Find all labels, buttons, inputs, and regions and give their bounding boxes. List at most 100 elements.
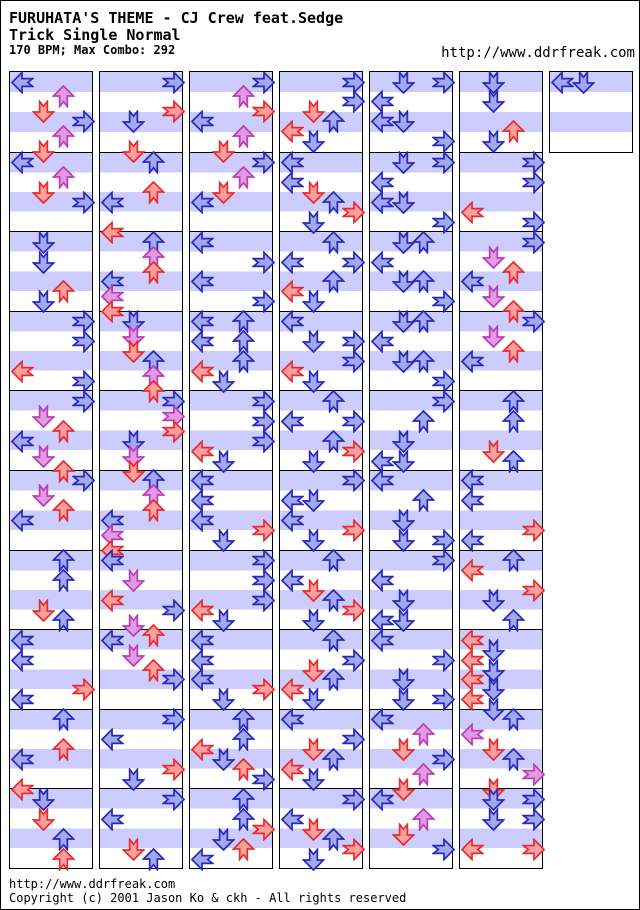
measure xyxy=(190,389,275,473)
step-arrow-left-icon xyxy=(460,628,484,652)
step-arrow-down-icon xyxy=(481,638,505,662)
step-arrow-right-icon xyxy=(521,807,545,831)
step-arrow-left-icon xyxy=(460,529,484,553)
step-arrow-left-icon xyxy=(370,787,394,811)
measure xyxy=(10,549,92,632)
measure xyxy=(280,389,365,473)
measure xyxy=(370,469,455,553)
step-arrow-down-icon xyxy=(211,140,235,164)
measure xyxy=(100,230,182,324)
step-arrow-left-icon xyxy=(190,469,214,493)
step-arrow-down-icon xyxy=(31,230,55,254)
step-arrow-right-icon xyxy=(251,100,275,124)
step-arrow-down-icon xyxy=(121,837,145,861)
step-arrow-down-icon xyxy=(211,529,235,553)
step-arrow-down-icon xyxy=(121,767,145,791)
step-arrow-down-icon xyxy=(121,613,145,637)
step-arrow-left-icon xyxy=(280,678,304,702)
measure xyxy=(280,787,365,871)
step-arrow-right-icon xyxy=(71,330,95,354)
step-arrow-up-icon xyxy=(321,110,345,134)
measure xyxy=(280,469,365,553)
step-arrow-left-icon xyxy=(190,439,214,463)
step-arrow-left-icon xyxy=(460,489,484,513)
step-arrow-left-icon xyxy=(370,250,394,274)
step-arrow-left-icon xyxy=(190,738,214,762)
step-arrow-down-icon xyxy=(481,698,505,722)
measure xyxy=(460,469,545,553)
step-arrow-down-icon xyxy=(301,688,325,712)
step-arrow-up-icon xyxy=(231,728,255,752)
step-arrow-up-icon xyxy=(51,499,75,523)
step-arrow-down-icon xyxy=(391,190,415,214)
step-arrow-down-icon xyxy=(301,130,325,154)
step-arrow-left-icon xyxy=(100,549,124,573)
step-arrow-right-icon xyxy=(161,758,185,781)
chart-column-4 xyxy=(279,70,365,871)
step-arrow-down-icon xyxy=(211,180,235,204)
step-arrow-down-icon xyxy=(391,738,415,762)
step-arrow-down-icon xyxy=(31,404,55,428)
step-arrow-down-icon xyxy=(121,340,145,364)
step-arrow-right-icon xyxy=(341,728,365,752)
step-arrow-up-icon xyxy=(501,300,525,324)
measure xyxy=(460,70,542,154)
measure xyxy=(10,310,95,393)
step-arrow-down-icon xyxy=(301,100,325,124)
step-arrow-down-icon xyxy=(301,738,325,762)
step-arrow-left-icon xyxy=(370,628,394,652)
measure xyxy=(100,787,185,871)
measure xyxy=(190,549,275,632)
step-arrow-down-icon xyxy=(301,449,325,473)
step-arrow-left-icon xyxy=(190,489,214,513)
step-arrow-down-icon xyxy=(121,325,145,349)
step-arrow-up-icon xyxy=(51,608,75,632)
chart-column-7 xyxy=(549,70,633,153)
step-arrow-right-icon xyxy=(161,419,185,443)
step-arrow-up-icon xyxy=(321,588,345,612)
step-arrow-up-icon xyxy=(321,549,345,573)
measure xyxy=(280,151,365,234)
measure xyxy=(460,787,545,868)
step-arrow-up-icon xyxy=(141,658,165,682)
step-arrow-down-icon xyxy=(391,110,415,134)
step-arrow-left-icon xyxy=(280,250,304,274)
step-arrow-down-icon xyxy=(481,807,505,831)
step-arrow-right-icon xyxy=(521,151,545,175)
step-arrow-down-icon xyxy=(481,245,505,269)
step-arrow-down-icon xyxy=(391,822,415,846)
step-arrow-right-icon xyxy=(521,230,545,254)
step-arrow-left-icon xyxy=(100,220,124,244)
step-arrow-down-icon xyxy=(301,847,325,871)
step-arrow-left-icon xyxy=(280,509,304,533)
step-arrow-up-icon xyxy=(231,787,255,811)
step-arrow-right-icon xyxy=(521,210,545,234)
step-arrow-left-icon xyxy=(190,628,214,652)
step-arrow-right-icon xyxy=(161,668,185,692)
step-arrow-up-icon xyxy=(51,166,75,190)
step-arrow-up-icon xyxy=(501,608,525,632)
step-arrow-up-icon xyxy=(231,85,255,109)
step-arrow-up-icon xyxy=(411,723,435,747)
step-arrow-right-icon xyxy=(251,290,275,314)
measure xyxy=(460,310,545,391)
step-arrow-left-icon xyxy=(370,190,394,214)
step-arrow-down-icon xyxy=(391,350,415,374)
step-arrow-down-icon xyxy=(301,578,325,602)
step-arrow-up-icon xyxy=(501,409,525,433)
step-arrow-up-icon xyxy=(411,762,435,786)
step-arrow-left-icon xyxy=(190,270,214,294)
step-arrow-up-icon xyxy=(321,389,345,413)
measure xyxy=(370,70,455,154)
step-arrow-down-icon xyxy=(481,738,505,762)
step-arrow-left-icon xyxy=(190,648,214,672)
step-arrow-right-icon xyxy=(341,439,365,463)
step-arrow-left-icon xyxy=(280,310,304,334)
measure xyxy=(100,469,182,563)
step-arrow-down-icon xyxy=(301,369,325,393)
step-arrow-right-icon xyxy=(161,100,185,124)
measure xyxy=(280,310,365,393)
step-arrow-right-icon xyxy=(341,250,365,274)
step-arrow-down-icon xyxy=(121,568,145,592)
step-arrow-left-icon xyxy=(280,568,304,592)
